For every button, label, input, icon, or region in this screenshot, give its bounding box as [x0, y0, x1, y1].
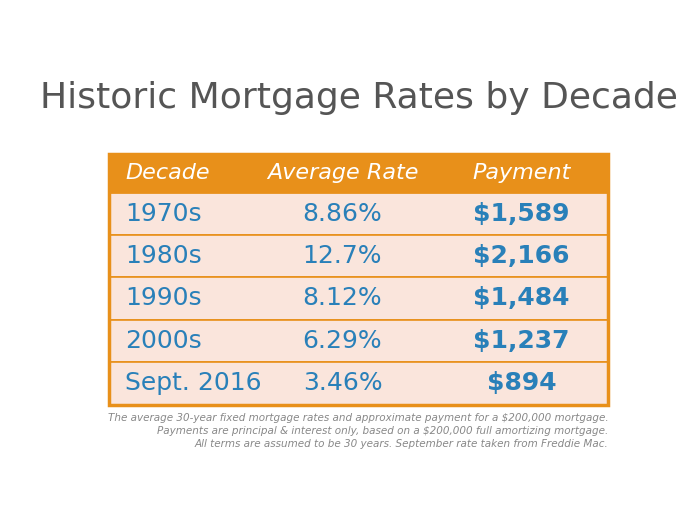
- Text: Payments are principal & interest only, based on a $200,000 full amortizing mort: Payments are principal & interest only, …: [157, 426, 608, 436]
- Text: The average 30-year fixed mortgage rates and approximate payment for a $200,000 : The average 30-year fixed mortgage rates…: [108, 413, 608, 423]
- Text: 1980s: 1980s: [125, 244, 202, 268]
- Text: 2000s: 2000s: [125, 329, 202, 353]
- Text: $1,237: $1,237: [473, 329, 570, 353]
- Text: 8.12%: 8.12%: [302, 287, 382, 310]
- Text: 1990s: 1990s: [125, 287, 202, 310]
- Text: All terms are assumed to be 30 years. September rate taken from Freddie Mac.: All terms are assumed to be 30 years. Se…: [195, 438, 608, 448]
- FancyBboxPatch shape: [109, 192, 608, 235]
- Text: Decade: Decade: [125, 163, 210, 183]
- Text: Historic Mortgage Rates by Decade: Historic Mortgage Rates by Decade: [40, 81, 678, 115]
- Text: $1,589: $1,589: [473, 202, 570, 226]
- FancyBboxPatch shape: [109, 154, 608, 192]
- Text: 1970s: 1970s: [125, 202, 202, 226]
- FancyBboxPatch shape: [109, 320, 608, 362]
- Text: 12.7%: 12.7%: [302, 244, 382, 268]
- Text: $894: $894: [486, 371, 556, 395]
- Text: $2,166: $2,166: [473, 244, 570, 268]
- Text: $1,484: $1,484: [473, 287, 570, 310]
- Text: Sept. 2016: Sept. 2016: [125, 371, 262, 395]
- Text: 3.46%: 3.46%: [302, 371, 382, 395]
- FancyBboxPatch shape: [109, 235, 608, 277]
- FancyBboxPatch shape: [109, 362, 608, 405]
- Text: Average Rate: Average Rate: [267, 163, 418, 183]
- Text: 8.86%: 8.86%: [302, 202, 382, 226]
- Text: Payment: Payment: [473, 163, 570, 183]
- FancyBboxPatch shape: [109, 277, 608, 320]
- Text: 6.29%: 6.29%: [302, 329, 382, 353]
